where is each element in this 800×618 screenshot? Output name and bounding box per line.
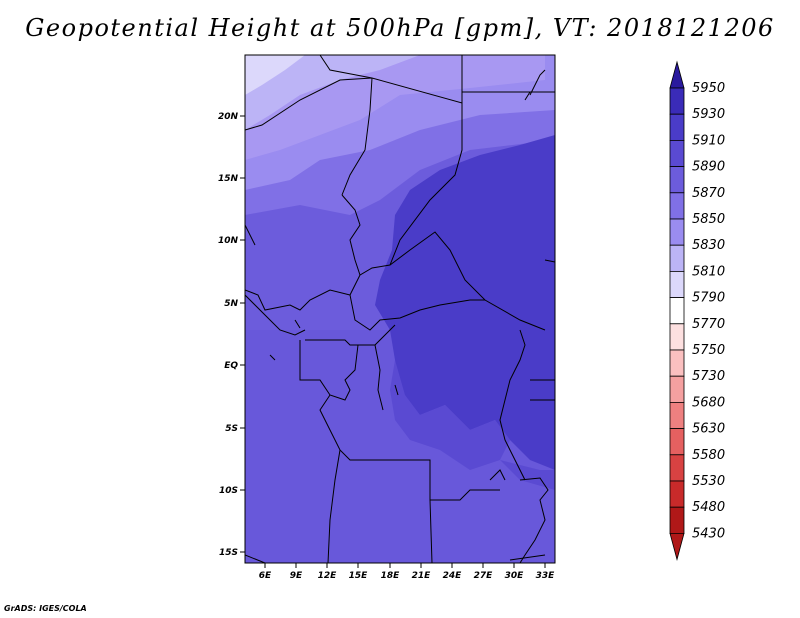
lon-label: 12E [318, 571, 338, 581]
colorbar-level-label: 5790 [692, 291, 725, 306]
colorbar-level-label: 5950 [692, 81, 725, 96]
map-title: Geopotential Height at 500hPa [gpm], VT:… [25, 14, 775, 42]
colorbar-swatch [669, 375, 685, 403]
lat-label: 5S [225, 424, 238, 434]
lat-label: 10S [219, 486, 238, 496]
colorbar-level-label: 5750 [692, 343, 725, 358]
colorbar-swatch [669, 349, 685, 377]
colorbar-swatch [669, 401, 685, 429]
lon-label: 15E [349, 571, 369, 581]
colorbar-arrow-top [669, 60, 685, 89]
lat-label: 10N [218, 236, 239, 246]
colorbar-level-label: 5630 [692, 422, 725, 437]
lat-label: 15S [219, 548, 238, 558]
colorbar-swatch [669, 454, 685, 482]
lon-label: 30E [505, 571, 525, 581]
lon-labels: 6E 9E 12E 15E 18E 21E 24E 27E 30E 33E [259, 571, 555, 581]
lat-label: 5N [224, 299, 238, 309]
lat-ticks [240, 115, 245, 553]
lat-label: 20N [218, 112, 239, 122]
colorbar-swatch [669, 506, 685, 534]
credit-text: GrADS: IGES/COLA [4, 604, 87, 613]
colorbar: 5950 5930 5910 5890 5870 5850 5830 5810 5790 5770… [669, 60, 725, 561]
map-frame [244, 54, 556, 564]
colorbar-swatch [669, 87, 685, 115]
lon-label: 21E [412, 571, 432, 581]
lon-ticks [264, 563, 546, 568]
colorbar-swatch [669, 218, 685, 246]
colorbar-swatch [669, 323, 685, 351]
colorbar-level-label: 5730 [692, 369, 725, 384]
colorbar-swatch [669, 192, 685, 220]
colorbar-level-label: 5830 [692, 238, 725, 253]
colorbar-swatch [669, 244, 685, 272]
lon-label: 33E [536, 571, 556, 581]
colorbar-level-label: 5530 [692, 474, 725, 489]
colorbar-swatch [669, 428, 685, 456]
colorbar-swatch [669, 113, 685, 141]
lon-label: 18E [381, 571, 401, 581]
colorbar-level-label: 5870 [692, 186, 725, 201]
contour-fields [245, 55, 555, 563]
country-borders [245, 55, 555, 563]
colorbar-level-label: 5580 [692, 448, 725, 463]
colorbar-swatch [669, 166, 685, 194]
lat-labels: 20N 15N 10N 5N EQ 5S 10S 15S [218, 112, 239, 558]
colorbar-level-label: 5770 [692, 317, 725, 332]
colorbar-swatch [669, 480, 685, 508]
colorbar-level-label: 5810 [692, 264, 725, 279]
lon-label: 6E [259, 571, 272, 581]
colorbar-level-label: 5430 [692, 526, 725, 541]
colorbar-arrow-bottom [669, 533, 685, 561]
lon-label: 27E [474, 571, 494, 581]
lat-label: 15N [218, 174, 239, 184]
colorbar-swatch [669, 270, 685, 298]
colorbar-level-label: 5480 [692, 500, 725, 515]
colorbar-level-label: 5850 [692, 212, 725, 227]
colorbar-level-label: 5930 [692, 107, 725, 122]
colorbar-level-label: 5910 [692, 133, 725, 148]
colorbar-level-label: 5890 [692, 160, 725, 175]
colorbar-level-label: 5680 [692, 395, 725, 410]
colorbar-swatch [669, 297, 685, 325]
lon-label: 9E [290, 571, 303, 581]
colorbar-swatch [669, 139, 685, 167]
lat-label: EQ [224, 361, 238, 371]
lon-label: 24E [443, 571, 463, 581]
